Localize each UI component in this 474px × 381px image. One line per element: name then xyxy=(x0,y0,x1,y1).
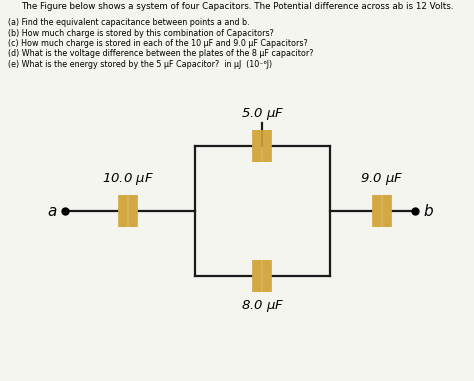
Text: $a$: $a$ xyxy=(46,203,57,218)
Text: $b$: $b$ xyxy=(423,203,434,219)
Text: 5.0 $\mu$F: 5.0 $\mu$F xyxy=(241,106,284,122)
Text: 8.0 $\mu$F: 8.0 $\mu$F xyxy=(241,298,284,314)
Text: 9.0 $\mu$F: 9.0 $\mu$F xyxy=(360,171,404,187)
Text: The Figure below shows a system of four Capacitors. The Potential difference acr: The Figure below shows a system of four … xyxy=(21,2,453,11)
Text: (b) How much charge is stored by this combination of Capacitors?: (b) How much charge is stored by this co… xyxy=(8,29,274,37)
Text: (a) Find the equivalent capacitance between points a and b.: (a) Find the equivalent capacitance betw… xyxy=(8,18,250,27)
Text: 10.0 $\mu$F: 10.0 $\mu$F xyxy=(102,171,154,187)
Text: (e) What is the energy stored by the 5 μF Capacitor?  in μJ  (10⁻⁶J): (e) What is the energy stored by the 5 μ… xyxy=(8,60,272,69)
Text: (d) What is the voltage difference between the plates of the 8 μF capacitor?: (d) What is the voltage difference betwe… xyxy=(8,50,313,59)
Text: (c) How much charge is stored in each of the 10 μF and 9.0 μF Capacitors?: (c) How much charge is stored in each of… xyxy=(8,39,308,48)
